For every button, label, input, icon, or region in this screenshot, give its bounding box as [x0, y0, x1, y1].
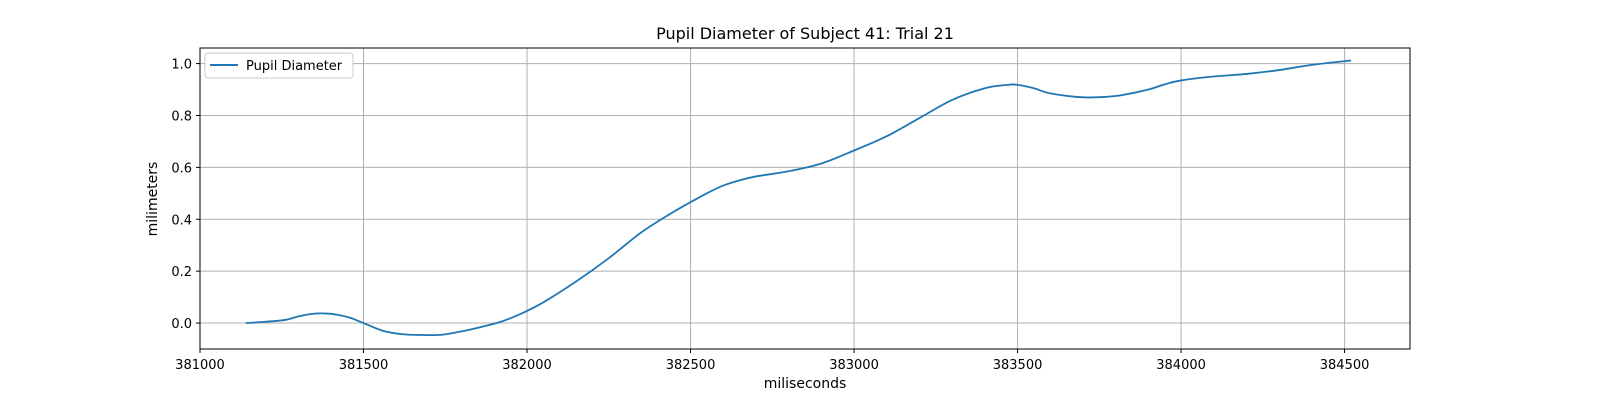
legend: Pupil Diameter: [204, 52, 354, 79]
legend-label-pupil-diameter: Pupil Diameter: [246, 59, 343, 74]
x-tick-label: 382500: [666, 358, 716, 373]
x-tick-label: 384500: [1320, 358, 1370, 373]
grid-lines: [200, 48, 1410, 349]
x-tick-label: 382000: [502, 358, 552, 373]
series-line-pupil-diameter: [245, 59, 1352, 337]
x-axis-label: miliseconds: [764, 376, 847, 392]
y-tick-label: 0.0: [171, 317, 192, 332]
axis-ticks: 381000 381500 382000 382500 383000 383500 3840…: [171, 58, 1369, 373]
chart-title: Pupil Diameter of Subject 41: Trial 21: [656, 24, 954, 43]
y-tick-label: 1.0: [171, 58, 192, 73]
x-tick-label: 383500: [993, 358, 1043, 373]
x-tick-label: 383000: [829, 358, 879, 373]
series-layer: [245, 59, 1352, 337]
x-tick-label: 381500: [339, 358, 389, 373]
x-tick-label: 384000: [1156, 358, 1206, 373]
y-tick-label: 0.4: [171, 213, 192, 228]
legend-box: [204, 52, 354, 79]
y-tick-label: 0.8: [171, 109, 192, 124]
plot-frame: [199, 47, 1411, 350]
x-tick-label: 381000: [175, 358, 225, 373]
y-axis-label: milimeters: [145, 162, 161, 237]
y-tick-label: 0.6: [171, 161, 192, 176]
y-tick-label: 0.2: [171, 265, 192, 280]
